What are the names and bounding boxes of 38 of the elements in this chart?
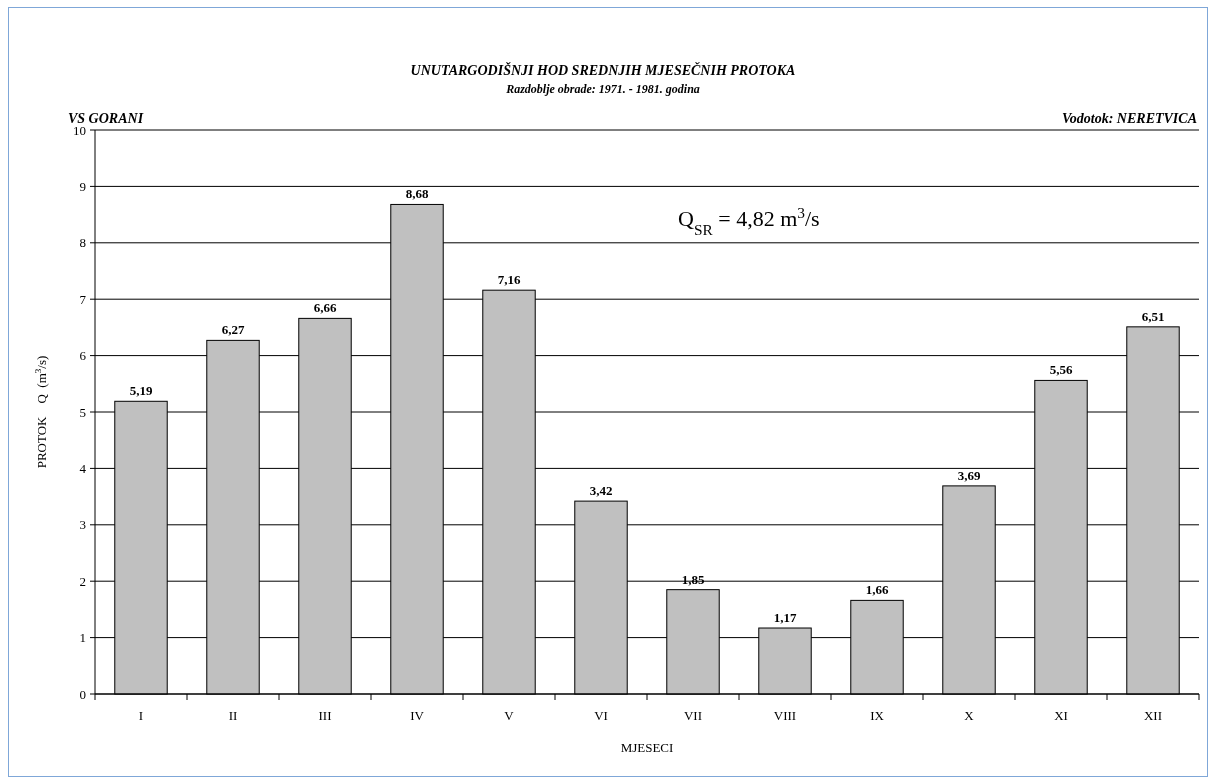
y-tick-label: 0 bbox=[79, 686, 86, 702]
text: Vodotok: NERETVICA bbox=[1062, 111, 1197, 126]
x-tick-label: X bbox=[964, 708, 975, 723]
y-tick-label: 5 bbox=[79, 404, 86, 420]
chart-title: UNUTARGODIŠNJI HOD SREDNJIH MJESEČNIH PROTOKA bbox=[410, 62, 796, 78]
x-tick-label: XI bbox=[1054, 708, 1068, 723]
data-label: 6,66 bbox=[313, 300, 337, 316]
x-tick-label: IX bbox=[870, 708, 885, 723]
x-tick-label: V bbox=[504, 708, 515, 723]
x-tick-label: VIII bbox=[773, 708, 797, 723]
data-label: 1,66 bbox=[865, 582, 889, 598]
x-tick-label: XII bbox=[1143, 708, 1163, 723]
y-tick-label: 6 bbox=[79, 348, 87, 364]
y-tick-label: 1 bbox=[79, 630, 86, 646]
data-label: 5,19 bbox=[129, 383, 153, 399]
data-label: 6,51 bbox=[1141, 308, 1165, 324]
y-tick-label: 7 bbox=[79, 291, 87, 307]
data-label: 3,69 bbox=[957, 467, 981, 483]
data-label: 6,27 bbox=[221, 322, 245, 338]
x-tick-label: III bbox=[318, 708, 332, 723]
x-tick-label: IV bbox=[410, 708, 425, 723]
data-label: 5,56 bbox=[1049, 362, 1073, 378]
y-tick-label: 3 bbox=[79, 517, 86, 533]
chart-subtitle: Razdoblje obrade: 1971. - 1981. godina bbox=[505, 82, 700, 96]
data-label: 3,42 bbox=[589, 483, 613, 499]
x-tick-label: VII bbox=[683, 708, 703, 723]
data-label: 8,68 bbox=[405, 186, 429, 202]
data-label: 1,17 bbox=[773, 610, 797, 626]
y-tick-label: 8 bbox=[79, 235, 86, 251]
x-tick-label: VI bbox=[594, 708, 608, 723]
x-tick-label: I bbox=[138, 708, 144, 723]
y-tick-label: 2 bbox=[79, 573, 86, 589]
y-tick-label: 9 bbox=[79, 178, 86, 194]
x-tick-label: II bbox=[228, 708, 238, 723]
y-tick-label: 4 bbox=[79, 460, 87, 476]
annotation: Q$_{SR}$ = 4,82 m$^{3}$/s bbox=[678, 203, 820, 238]
x-axis-title: MJESECI bbox=[620, 740, 674, 755]
data-label: 7,16 bbox=[497, 272, 521, 288]
